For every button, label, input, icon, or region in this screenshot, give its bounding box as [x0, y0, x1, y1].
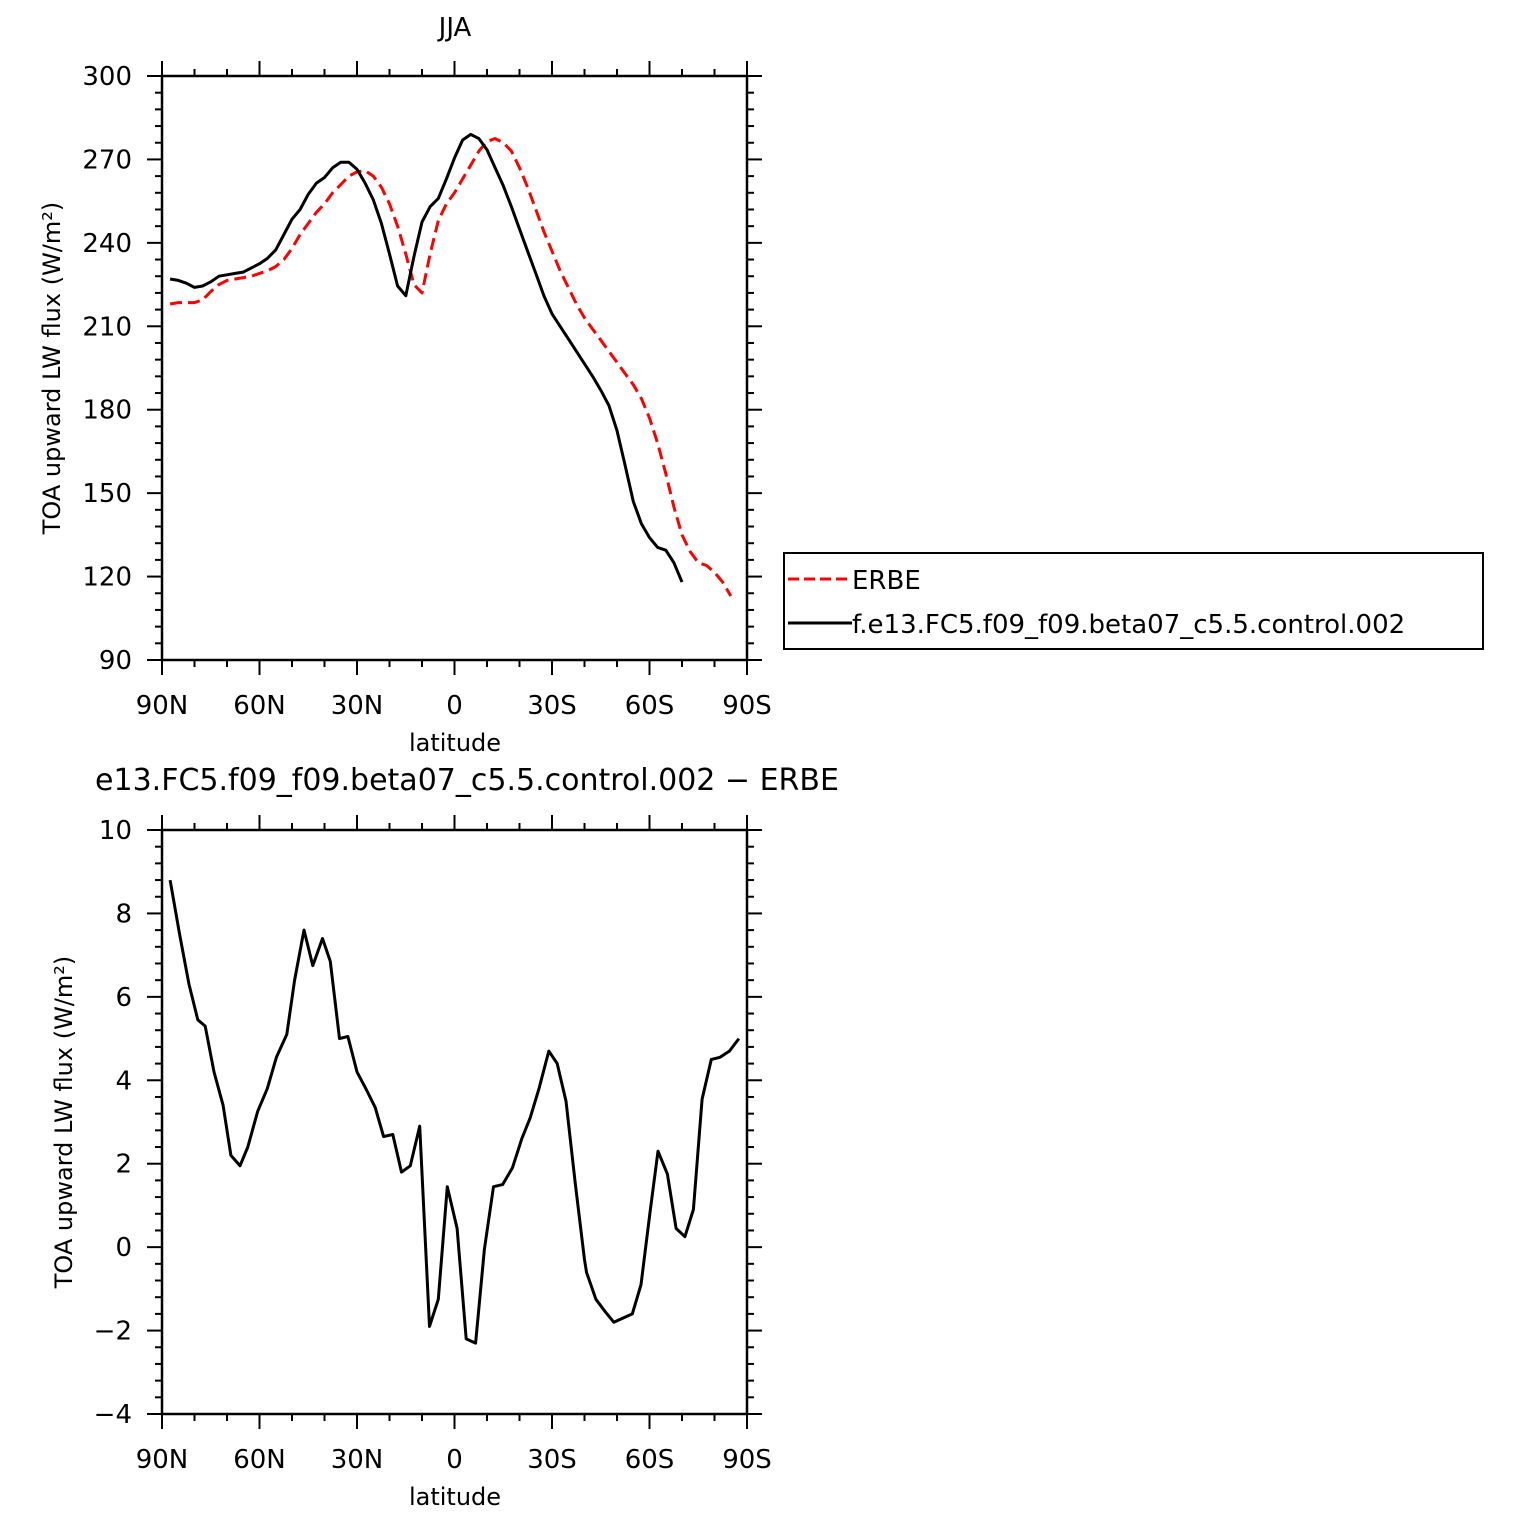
bottom-x-axis-label: latitude: [409, 1483, 501, 1511]
bottom-y-tick-label: −4: [94, 1400, 132, 1430]
top-y-tick-label: 180: [82, 396, 132, 426]
bottom-y-tick-label: 6: [115, 983, 132, 1013]
bottom-x-tick-label: 30S: [527, 1445, 577, 1475]
top-chart-marks: 90N 60N 30N 0 30S 60S 90S 90 120 150 180 210 240 270 3…: [82, 61, 772, 721]
top-x-tick-label: 60S: [625, 691, 675, 721]
bottom-y-tick-label: 0: [115, 1233, 132, 1263]
top-y-tick-label: 240: [82, 229, 132, 259]
bottom-y-tick-label: 10: [99, 816, 132, 846]
top-x-tick-label: 90N: [136, 691, 189, 721]
top-y-tick-label: 300: [82, 62, 132, 92]
bottom-panel: e13.FC5.f09_f09.beta07_c5.5.control.002 …: [50, 763, 839, 1511]
top-x-tick-label: 60N: [233, 691, 286, 721]
bottom-y-tick-label: −2: [94, 1317, 132, 1347]
top-y-tick-label: 120: [82, 563, 132, 593]
top-y-tick-label: 210: [82, 312, 132, 342]
bottom-plot-frame: [160, 828, 749, 1416]
top-x-tick-label: 30N: [331, 691, 384, 721]
legend: ERBE f.e13.FC5.f09_f09.beta07_c5.5.contr…: [783, 552, 1484, 650]
bottom-y-tick-label: 4: [115, 1066, 132, 1096]
bottom-chart-marks: 90N 60N 30N 0 30S 60S 90S −4 −2 0 2 4 6 8 10: [94, 815, 772, 1475]
bottom-y-axis-label: TOA upward LW flux (W/m²): [50, 956, 78, 1290]
bottom-x-tick-label: 90S: [722, 1445, 772, 1475]
bottom-x-tick-label: 60S: [625, 1445, 675, 1475]
bottom-chart-title: e13.FC5.f09_f09.beta07_c5.5.control.002 …: [95, 763, 839, 798]
top-x-axis-label: latitude: [409, 729, 501, 757]
top-series-line-1: [169, 132, 684, 583]
legend-label-model: f.e13.FC5.f09_f09.beta07_c5.5.control.00…: [852, 610, 1405, 640]
bottom-x-tick-label: 0: [446, 1445, 463, 1475]
bottom-x-tick-label: 90N: [136, 1445, 189, 1475]
top-series-line-0: [169, 137, 733, 597]
top-y-tick-label: 270: [82, 145, 132, 175]
bottom-y-tick-label: 2: [115, 1150, 132, 1180]
legend-box: [783, 552, 1484, 650]
legend-label-erbe: ERBE: [852, 566, 921, 596]
top-x-tick-label: 30S: [527, 691, 577, 721]
top-x-tick-label: 0: [446, 691, 463, 721]
top-plot-frame: [160, 74, 749, 662]
top-chart-title: JJA: [437, 13, 472, 43]
bottom-y-tick-label: 8: [115, 899, 132, 929]
top-panel: JJA 90N 60N 30N 0 30S 60S 90S 90 120 150 180 210 240…: [38, 13, 772, 757]
top-x-tick-label: 90S: [722, 691, 772, 721]
bottom-x-tick-label: 30N: [331, 1445, 384, 1475]
bottom-series-line-0: [168, 879, 741, 1345]
bottom-x-tick-label: 60N: [233, 1445, 286, 1475]
top-y-tick-label: 150: [82, 479, 132, 509]
top-y-axis-label: TOA upward LW flux (W/m²): [38, 202, 66, 536]
top-y-tick-label: 90: [99, 646, 132, 676]
